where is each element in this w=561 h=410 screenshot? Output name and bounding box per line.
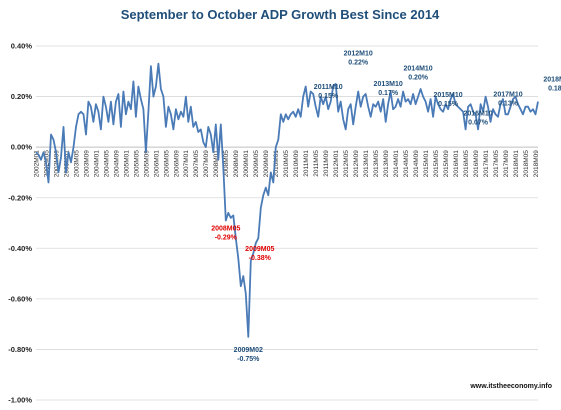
x-tick-label: 2008M09 [233,150,240,177]
x-tick-label: 2009M01 [243,150,250,177]
x-tick-label: 2006M01 [153,150,160,177]
x-tick-label: 2016M09 [473,150,480,177]
annotation-date: 2012M10 [344,51,373,58]
x-tick-label: 2015M01 [423,150,430,177]
x-tick-label: 2015M09 [443,150,450,177]
x-tick-label: 2017M01 [483,150,490,177]
x-tick-label: 2018M09 [533,150,540,177]
x-tick-label: 2014M05 [403,150,410,177]
x-tick-label: 2016M01 [453,150,460,177]
x-tick-label: 2004M05 [103,150,110,177]
x-tick-label: 2012M01 [333,150,340,177]
y-axis-ticks: 0.40% 0.20% 0.00% -0.20% -0.40% -0.60% -0.80% -… [8,42,32,405]
x-tick-label: 2010M09 [293,150,300,177]
annotation-value: 0.15% [438,101,459,108]
annotation: 2009M05 -0.38% [245,246,274,262]
y-tick-label: -0.60% [8,294,32,303]
annotation-date: 2008M05 [211,225,240,232]
x-tick-label: 2008M01 [213,150,220,177]
x-tick-label: 2003M05 [73,150,80,177]
x-tick-label: 2008M05 [223,150,230,177]
y-tick-label: 0.20% [11,92,33,101]
annotation: 2011M10 0.15% [314,84,343,100]
x-tick-label: 2015M05 [433,150,440,177]
x-tick-label: 2017M09 [503,150,510,177]
x-tick-label: 2018M05 [523,150,530,177]
annotation: 2009M02 -0.75% [234,347,263,363]
y-tick-label: 0.40% [11,42,33,51]
annotation-value: -0.29% [215,234,238,241]
annotations: 2008M05-0.29%2009M05-0.38%2009M02-0.75%2… [211,51,561,363]
annotation-date: 2017M10 [493,91,522,98]
annotation: 2017M10 0.13% [493,91,522,107]
annotation-date: 2009M05 [245,246,274,253]
annotation: 2015M10 0.15% [433,92,462,108]
annotation-value: 0.18% [548,86,561,93]
x-tick-label: 2009M09 [263,150,270,177]
annotation: 2018M10 0.18% [543,77,561,93]
x-tick-label: 2013M05 [373,150,380,177]
annotation: 2013M10 0.17% [374,81,403,97]
x-tick-label: 2007M09 [203,150,210,177]
y-tick-label: -0.40% [8,244,32,253]
x-tick-label: 2011M09 [323,150,330,177]
chart-title: September to October ADP Growth Best Sin… [121,7,440,22]
annotation-value: -0.75% [237,356,260,363]
annotation: 2014M10 0.20% [404,66,433,82]
x-tick-label: 2005M01 [123,150,130,177]
annotation-date: 2016M10 [463,110,492,117]
x-tick-label: 2006M05 [163,150,170,177]
x-tick-label: 2009M05 [253,150,260,177]
annotation: 2008M05 -0.29% [211,225,240,241]
x-tick-label: 2017M05 [493,150,500,177]
series-line [35,62,539,338]
annotation-value: 0.07% [468,119,489,126]
annotation-date: 2009M02 [234,347,263,354]
x-tick-label: 2012M09 [353,150,360,177]
x-tick-label: 2007M01 [183,150,190,177]
annotation-date: 2013M10 [374,81,403,88]
x-tick-label: 2010M05 [283,150,290,177]
x-tick-label: 2007M05 [193,150,200,177]
annotation-value: 0.22% [348,60,369,67]
x-tick-label: 2011M05 [313,150,320,177]
x-tick-label: 2010M01 [273,150,280,177]
annotation-value: 0.20% [408,75,429,82]
x-tick-label: 2014M01 [393,150,400,177]
gridlines [36,45,538,401]
x-tick-label: 2004M09 [113,150,120,177]
annotation-value: 0.17% [378,90,399,97]
annotation-value: 0.15% [318,93,339,100]
x-tick-label: 2012M05 [343,150,350,177]
x-tick-label: 2005M05 [133,150,140,177]
x-tick-label: 2018M01 [513,150,520,177]
x-tick-label: 2016M05 [463,150,470,177]
x-tick-label: 2006M09 [173,150,180,177]
y-tick-label: 0.00% [11,143,33,152]
x-tick-label: 2011M01 [303,150,310,177]
x-tick-label: 2013M01 [363,150,370,177]
x-tick-label: 2004M01 [93,150,100,177]
y-tick-label: -1.00% [8,396,32,405]
x-tick-label: 2013M09 [383,150,390,177]
annotation: 2016M10 0.07% [463,110,492,126]
annotation-date: 2011M10 [314,84,343,91]
annotation-date: 2014M10 [404,66,433,73]
annotation-value: -0.38% [249,255,272,262]
x-tick-label: 2003M09 [83,150,90,177]
x-tick-label: 2002M01 [33,150,40,177]
annotation-date: 2018M10 [543,77,561,84]
y-tick-label: -0.80% [8,345,32,354]
x-axis-ticks: 2002M01 2002M05 2002M09 2003M01 2003M05 2003M… [33,150,540,177]
x-tick-label: 2014M09 [413,150,420,177]
annotation: 2012M10 0.22% [344,51,373,67]
y-tick-label: -0.20% [8,193,32,202]
source-label: www.itstheeconomy.info [469,383,552,390]
annotation-value: 0.13% [498,100,519,107]
annotation-date: 2015M10 [433,92,462,99]
x-tick-label: 2005M09 [143,150,150,177]
